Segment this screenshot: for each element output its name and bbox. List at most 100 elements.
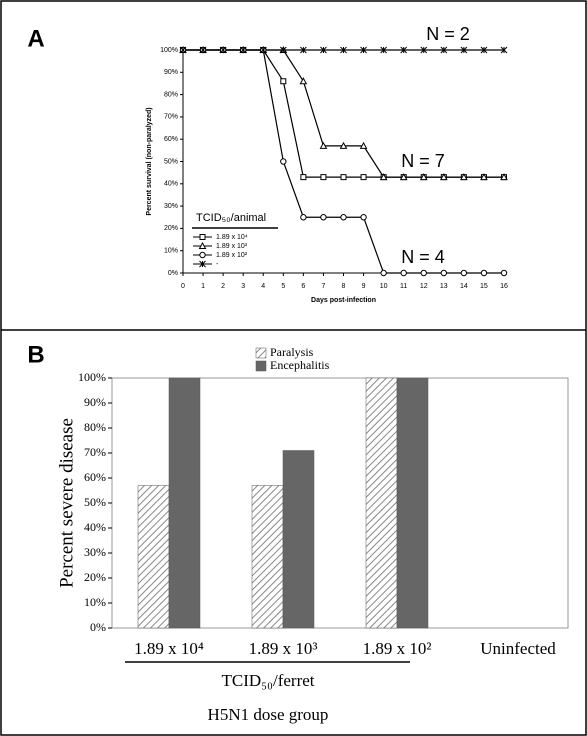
y-tick-label: 50% [84,495,106,509]
marker [379,173,388,181]
marker [500,46,508,54]
marker [420,46,428,54]
x-tick-label: 7 [321,283,325,290]
series-line [183,49,504,178]
x-axis-label: Days post-infection [311,297,376,304]
marker [319,141,328,149]
marker [340,46,347,54]
y-tick-label: 0% [168,270,178,277]
marker [239,46,247,54]
y-tick-label: 70% [164,114,178,121]
marker [480,269,488,277]
x-tick-label: 0 [181,283,185,290]
y-tick-label: 80% [84,420,106,434]
marker [380,269,387,277]
y-tick-label: 50% [164,158,178,165]
bar [168,377,201,629]
y-tick-label: 20% [164,225,178,232]
marker [199,46,207,54]
marker [360,174,367,181]
x-tick-label: 14 [460,283,468,290]
marker [339,141,348,149]
legend-label: - [216,261,219,268]
series-line [183,49,504,178]
x-tick-label: 8 [342,283,346,290]
marker [420,269,427,277]
marker [480,173,488,181]
x-tick-label: 1 [201,283,205,290]
marker [360,214,367,221]
x-tick-label: 4 [261,283,265,290]
annotation: N = 7 [401,151,445,171]
marker [500,269,508,277]
legend-marker [199,251,206,259]
marker [300,174,307,181]
y-tick-label: 0% [90,620,106,634]
marker [279,46,287,54]
y-tick-label: 20% [84,570,106,584]
x-tick-label: 1.89 x 10² [363,639,432,658]
x-tick-label: 12 [420,283,428,290]
marker [400,269,407,277]
marker [259,46,267,54]
x-tick-label: 10 [380,283,388,290]
y-axis-label: Percent survival (non-paralyzed) [146,107,153,215]
x-tick-label: 15 [480,283,488,290]
marker [320,46,327,54]
marker [179,46,187,54]
y-tick-label: 90% [84,395,106,409]
marker [360,46,367,54]
legend-label: 1.89 x 10⁴ [216,234,248,241]
marker [300,214,307,221]
bar [137,485,170,629]
marker [399,173,408,181]
marker [280,78,287,85]
y-tick-label: 10% [164,248,178,255]
marker [460,269,468,277]
bar [251,485,284,629]
marker [320,214,327,221]
marker [480,46,488,54]
y-tick-label: 30% [164,203,178,210]
marker [359,141,368,149]
x-tick-label: 13 [440,283,448,290]
marker [299,77,308,85]
x-tick-label: 11 [400,283,407,290]
marker [460,173,468,181]
x-tick-label: 1.89 x 10³ [249,639,318,658]
y-axis-label: Percent severe disease [56,418,77,588]
marker [440,46,448,54]
x-tick-label: 16 [500,283,508,290]
x-tick-label: 2 [221,283,225,290]
y-tick-label: 40% [164,181,178,188]
marker [419,173,428,181]
marker [219,46,227,54]
x-tick-label: 1.89 x 10⁴ [134,639,204,658]
annotation: N = 2 [426,24,470,44]
x-tick-label: 5 [281,283,285,290]
group-label: TCID₅₀/ferret [221,671,314,690]
legend-swatch [255,360,267,372]
marker [460,46,468,54]
marker [400,46,408,54]
y-tick-label: 100% [160,47,178,54]
marker [340,214,347,221]
y-tick-label: 60% [84,470,106,484]
y-tick-label: 70% [84,445,106,459]
y-tick-label: 80% [164,91,178,98]
marker [320,174,327,181]
legend-swatch [255,347,267,359]
x-tick-label: 6 [301,283,305,290]
x-axis-label: H5N1 dose group [208,705,329,724]
bar [282,450,315,629]
legend-label: Paralysis [270,345,314,359]
legend-label: 1.89 x 10² [216,252,248,259]
y-tick-label: 10% [84,595,106,609]
marker [380,46,387,54]
panel-label: A [27,25,44,52]
y-tick-label: 30% [84,545,106,559]
marker [439,173,448,181]
legend-label: 1.89 x 10³ [216,243,248,250]
